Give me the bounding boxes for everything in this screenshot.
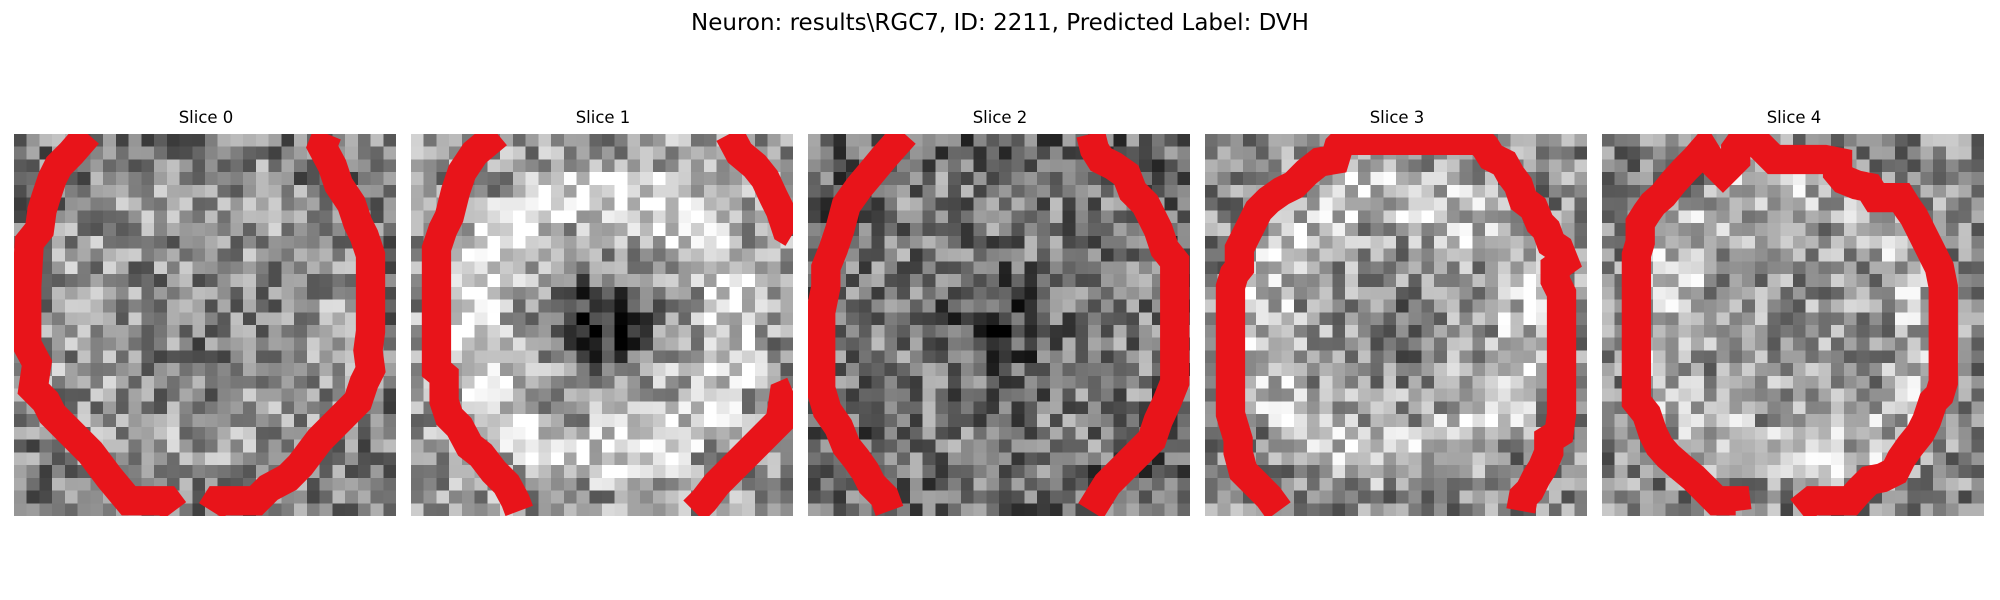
slice-panel-1: Slice 1 xyxy=(411,108,795,516)
cell-contour-line xyxy=(421,134,533,516)
cell-contour-line xyxy=(716,134,793,246)
cell-contour-line xyxy=(808,134,916,516)
slice-title: Slice 1 xyxy=(575,108,631,127)
cell-contour-line xyxy=(14,134,187,516)
cell-contour-line xyxy=(1076,134,1190,516)
slice-panel-3: Slice 3 xyxy=(1205,108,1589,516)
cell-contour-line xyxy=(683,377,793,516)
slice-panel-0: Slice 0 xyxy=(14,108,398,516)
slice-panel-4: Slice 4 xyxy=(1602,108,1986,516)
cell-contour-overlay xyxy=(1621,134,1958,516)
slice-title: Slice 4 xyxy=(1766,108,1822,127)
figure-title: Neuron: results\RGC7, ID: 2211, Predicte… xyxy=(691,10,1309,36)
slice-title: Slice 0 xyxy=(178,108,234,127)
cell-contour-overlay xyxy=(14,134,386,516)
cell-contour-overlay xyxy=(421,134,793,516)
cell-contour-line xyxy=(1621,134,1958,516)
cell-contour-overlay xyxy=(1215,134,1582,516)
slice-title: Slice 2 xyxy=(972,108,1028,127)
slice-title: Slice 3 xyxy=(1369,108,1425,127)
slice-panel-2: Slice 2 xyxy=(808,108,1192,516)
cell-contour-line xyxy=(198,134,386,516)
cell-contour-overlay xyxy=(808,134,1190,516)
cell-contour-line xyxy=(1215,134,1582,516)
